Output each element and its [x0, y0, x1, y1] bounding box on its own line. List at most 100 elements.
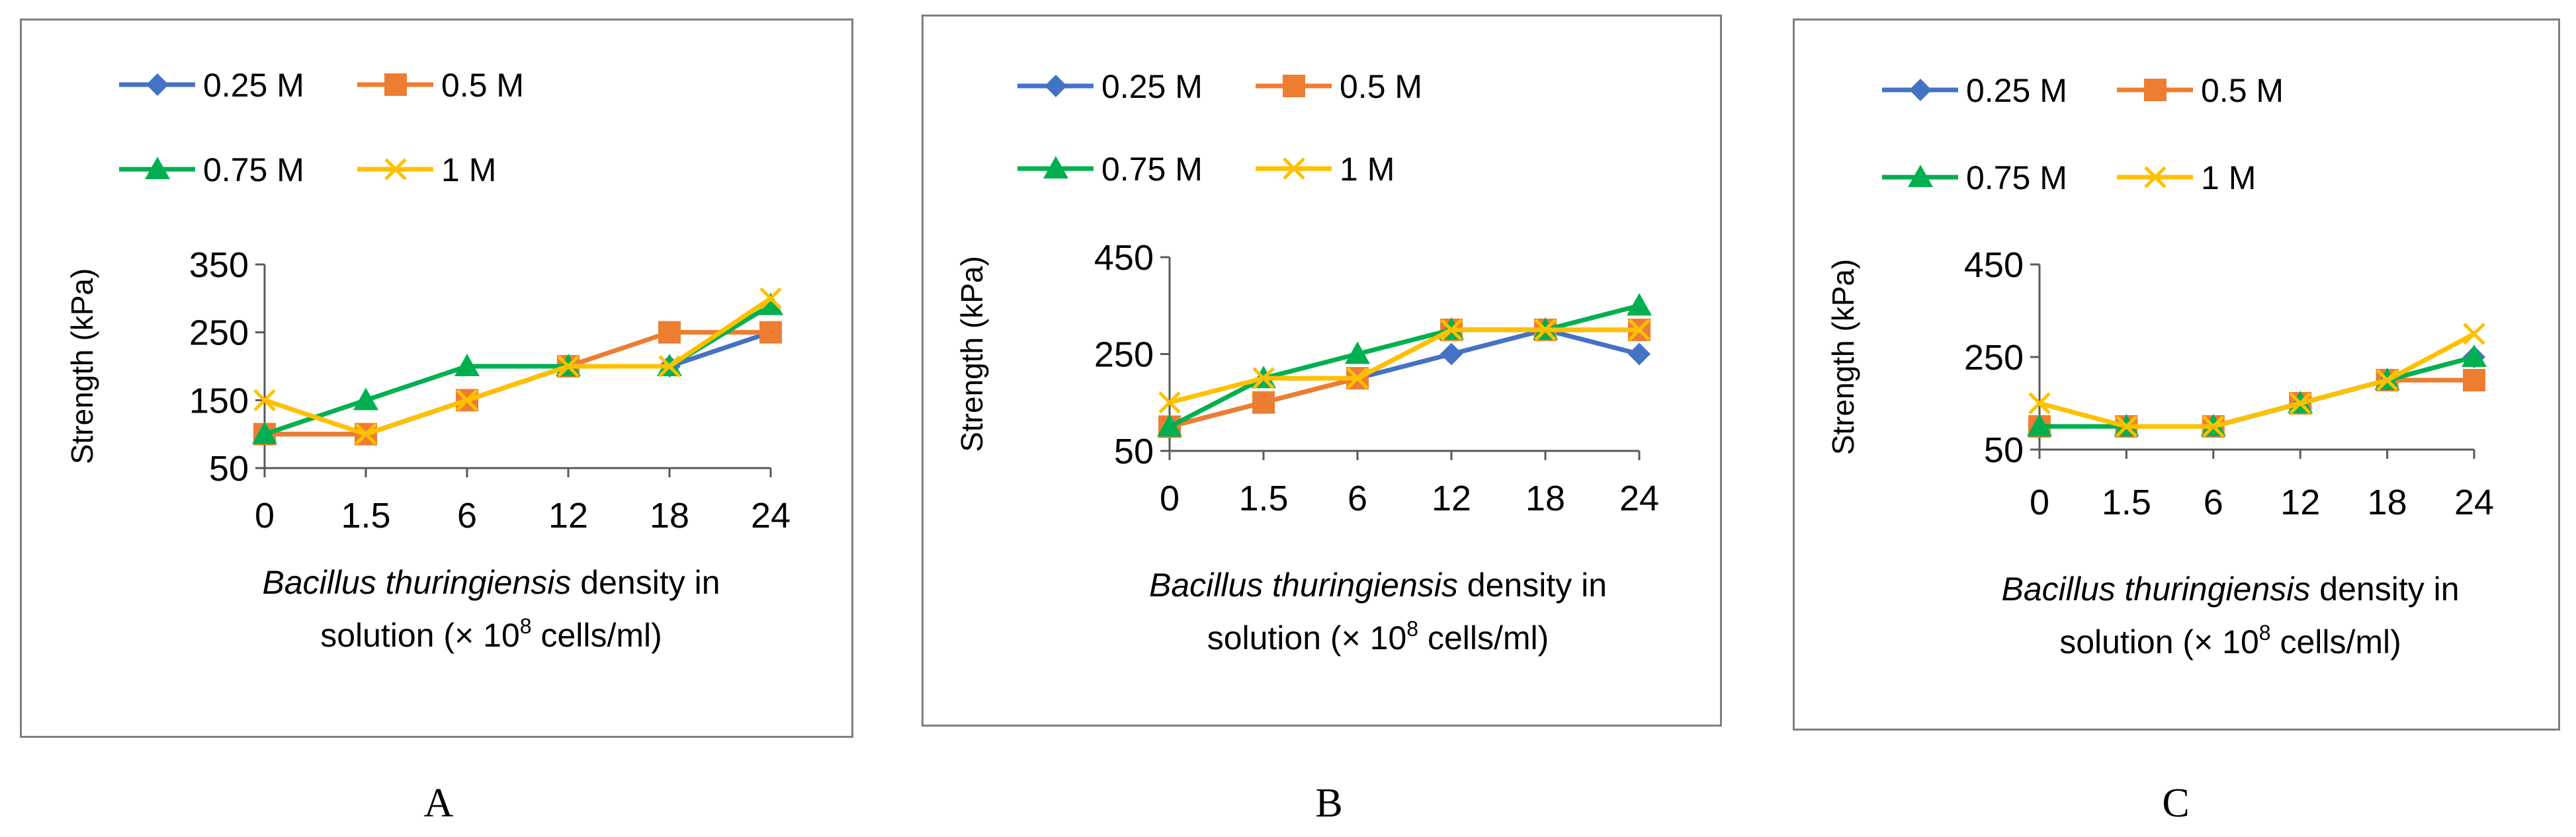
data-point — [2376, 369, 2399, 391]
legend-label: 0.75 M — [1101, 151, 1203, 188]
data-point — [253, 389, 276, 412]
y-tick-label: 350 — [189, 245, 249, 285]
x-tick-label: 6 — [1348, 479, 1367, 518]
line-chart: 50 250 450 0 1.5 6 12 18 24 Strength (kPa) Bacillu… — [955, 68, 1659, 657]
legend-marker — [145, 157, 170, 179]
y-axis-title: Strength (kPa) — [955, 256, 989, 452]
data-point — [2463, 369, 2485, 391]
legend-marker — [1283, 75, 1305, 97]
data-point — [2463, 323, 2485, 345]
series-line — [1167, 327, 1642, 405]
x-axis-title-line2: solution (× 108 cells/ml) — [2059, 621, 2401, 660]
series-1m — [1158, 319, 1651, 414]
legend-marker — [384, 158, 407, 180]
legend-marker — [1909, 79, 1932, 101]
data-point — [1252, 391, 1275, 414]
data-point — [758, 292, 783, 315]
x-tick-label: 1.5 — [341, 496, 390, 536]
y-tick-label: 250 — [189, 313, 249, 353]
legend-entry: 0.5 M — [357, 67, 524, 104]
chart-panel-b: 50 250 450 0 1.5 6 12 18 24 Strength (kPa) Bacillu… — [922, 15, 1722, 727]
data-point — [456, 389, 478, 412]
series-line — [1167, 327, 1642, 429]
series-0.25m — [1158, 318, 1651, 438]
legend-label: 0.5 M — [2201, 72, 2284, 109]
data-point — [1440, 342, 1463, 366]
data-point — [2027, 414, 2052, 436]
data-point — [759, 287, 782, 310]
x-tick-label: 18 — [2368, 483, 2407, 522]
legend-entry: 0.25 M — [1017, 68, 1203, 105]
series-1m — [253, 287, 782, 446]
data-point — [2115, 415, 2138, 438]
panel-caption-b: B — [1315, 781, 1343, 826]
legend-entry: 1 M — [2117, 159, 2256, 196]
data-point — [252, 421, 277, 444]
legend-entry: 0.25 M — [119, 67, 304, 104]
series-line — [262, 303, 773, 437]
x-tick-label: 0 — [1160, 479, 1180, 518]
y-tick-label: 50 — [209, 449, 249, 489]
y-tick-label: 450 — [1964, 245, 2024, 285]
y-tick-label: 250 — [1964, 338, 2024, 378]
data-point — [1628, 319, 1651, 341]
data-point — [1628, 342, 1651, 366]
legend-marker — [1045, 75, 1067, 97]
data-point — [658, 321, 681, 344]
legend-label: 1 M — [1340, 151, 1395, 188]
x-tick-label: 24 — [2454, 483, 2494, 522]
panel-caption-a: A — [423, 781, 454, 826]
legend-label: 0.75 M — [203, 151, 304, 188]
series-0.25m — [2028, 346, 2485, 438]
series-line — [262, 296, 773, 437]
legend-entry: 0.5 M — [1256, 68, 1422, 105]
x-tick-label: 18 — [1525, 479, 1565, 518]
data-point — [454, 354, 480, 376]
x-axis-title-line2: solution (× 108 cells/ml) — [320, 614, 662, 654]
x-tick-label: 1.5 — [1238, 479, 1288, 518]
legend-entry: 1 M — [1256, 151, 1395, 188]
legend-entry: 0.75 M — [1017, 151, 1203, 188]
series-line — [1167, 303, 1642, 429]
legend-marker — [1283, 157, 1305, 180]
panel-caption-c: C — [2162, 781, 2190, 826]
x-axis-title-line1: Bacillus thuringiensis density in — [262, 564, 720, 601]
legend-marker — [146, 73, 169, 96]
data-point — [2202, 415, 2225, 438]
x-tick-label: 12 — [1432, 479, 1471, 518]
legend-label: 0.75 M — [1966, 159, 2067, 196]
legend-label: 1 M — [2201, 159, 2256, 196]
series-1m — [2028, 323, 2485, 438]
y-tick-label: 50 — [1984, 430, 2024, 470]
data-point — [1627, 293, 1652, 316]
data-point — [2028, 392, 2051, 415]
data-point — [1346, 367, 1369, 389]
x-tick-label: 12 — [548, 496, 588, 536]
x-axis-title-line1: Bacillus thuringiensis density in — [1149, 567, 1607, 604]
x-tick-label: 1.5 — [2102, 483, 2151, 522]
x-tick-label: 6 — [457, 496, 477, 536]
data-point — [2462, 344, 2487, 367]
x-axis-title-line2: solution (× 108 cells/ml) — [1207, 617, 1549, 657]
data-point — [353, 387, 378, 411]
legend-entry: 1 M — [357, 151, 496, 188]
data-point — [1252, 367, 1275, 389]
legend-marker — [384, 73, 407, 96]
legend-marker — [1908, 165, 1933, 187]
legend-label: 0.5 M — [441, 67, 524, 104]
data-point — [1345, 341, 1370, 364]
x-tick-label: 12 — [2280, 483, 2320, 522]
legend-label: 0.25 M — [1101, 68, 1203, 105]
legend-entry: 0.25 M — [1882, 72, 2067, 109]
y-tick-label: 450 — [1094, 238, 1154, 278]
line-chart: 50 150 250 350 0 1.5 6 12 18 24 Strength (kPa) Baci… — [65, 67, 791, 654]
series-0.75m — [2027, 344, 2487, 436]
legend-label: 0.25 M — [1966, 72, 2067, 109]
data-point — [1158, 391, 1181, 414]
data-point — [557, 355, 580, 378]
data-point — [1440, 319, 1463, 341]
x-tick-label: 24 — [751, 496, 791, 536]
x-tick-label: 0 — [255, 496, 275, 536]
data-point — [759, 321, 782, 344]
x-axis-title-line1: Bacillus thuringiensis density in — [2001, 571, 2459, 608]
